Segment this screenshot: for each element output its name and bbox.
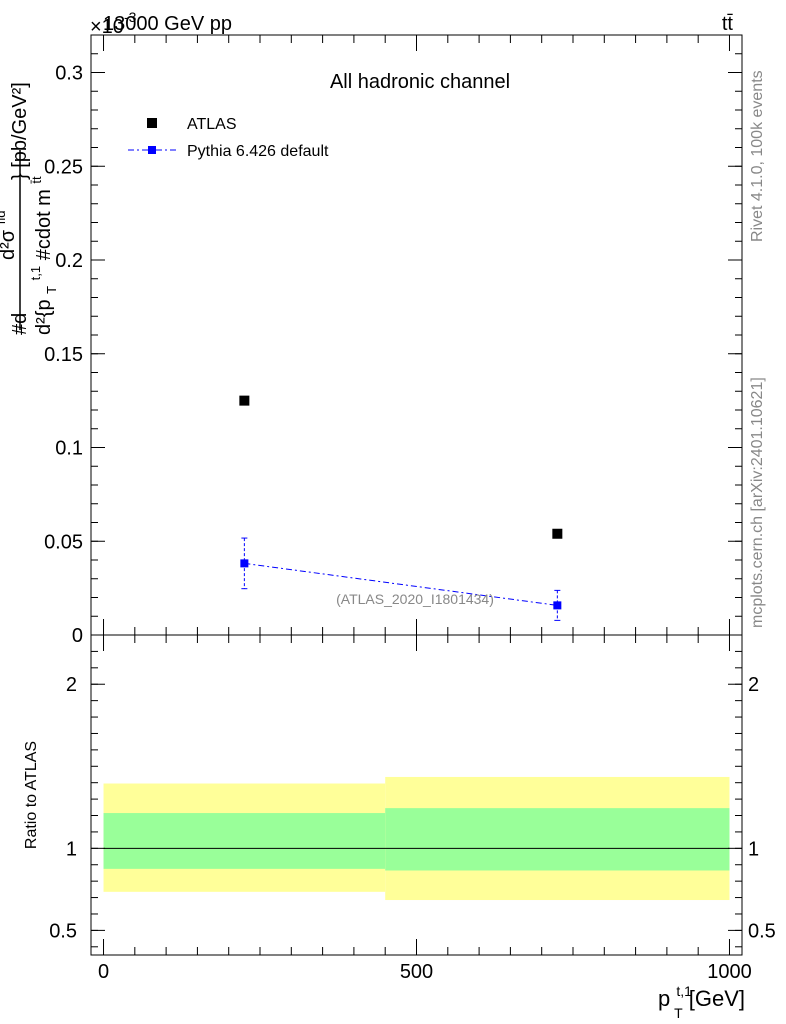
main-ytick-label: 0.1	[55, 438, 83, 460]
main-y-ticks: 0 0.05 0.1 0.15 0.2 0.25 0.3	[44, 53, 742, 647]
ylabel-den-tail: #cdot m	[33, 189, 55, 260]
ylabel-units: } [pb/GeV²]	[9, 82, 31, 180]
main-ytick-label: 0.3	[55, 63, 83, 85]
ratio-xtick-label: 500	[400, 961, 433, 983]
main-y-axis-fraction: d²σ fid	[0, 150, 21, 330]
ratio-xtick-label: 1000	[707, 961, 752, 983]
legend-atlas-label: ATLAS	[187, 116, 237, 133]
ylabel-den-sup: t,1	[28, 266, 43, 280]
main-ytick-label: 0.2	[55, 250, 83, 272]
ratio-ytick-label: 2	[66, 674, 77, 696]
xlabel-sub: T	[674, 1005, 683, 1021]
ratio-band-inner	[385, 808, 730, 871]
atlas-point	[552, 528, 563, 539]
ylabel-den: d²{p	[33, 299, 55, 335]
pythia-point	[240, 559, 249, 568]
ylabel-num: d²σ	[0, 229, 19, 260]
header-exponent: ×10	[90, 16, 124, 38]
legend-atlas-marker	[147, 118, 157, 128]
rivet-version-label: Rivet 4.1.0, 100k events	[749, 70, 766, 242]
ratio-ytick-label-right: 1	[748, 838, 759, 860]
main-ytick-label: 0.15	[44, 344, 83, 366]
xlabel-main: p	[658, 986, 670, 1011]
ratio-xtick-label: 0	[98, 961, 109, 983]
header-exponent-power: -3	[124, 9, 137, 25]
atlas-series	[239, 395, 563, 539]
legend: ATLAS Pythia 6.426 default	[128, 116, 329, 160]
pythia-point	[553, 601, 562, 610]
mcplots-label: mcplots.cern.ch [arXiv:2401.10621]	[749, 377, 766, 628]
ratio-ytick-label: 1	[66, 838, 77, 860]
xlabel-sup: t,1	[676, 983, 692, 999]
ylabel-den-tail-sup: t̄t	[29, 176, 44, 184]
ylabel-num-sup: fid	[0, 211, 8, 225]
pythia-line	[244, 562, 558, 606]
analysis-watermark: (ATLAS_2020_I1801434)	[336, 591, 494, 607]
ratio-ytick-label-right: 2	[748, 674, 759, 696]
ratio-ytick-label-right: 0.5	[748, 920, 776, 942]
legend-pythia-marker	[148, 146, 156, 154]
pythia-series	[240, 537, 562, 621]
x-axis-label: p t,1 T [GeV]	[658, 976, 745, 1023]
main-x-ticks	[103, 35, 730, 635]
svg-text:d²{p T t,1 #: d²{p T t,1 #cdot m t̄t	[23, 176, 61, 335]
legend-pythia-label: Pythia 6.426 default	[187, 143, 329, 160]
ratio-ytick-label: 0.5	[49, 920, 77, 942]
svg-text:d²σ fid: d²σ fid	[0, 211, 19, 260]
ratio-bands	[103, 776, 730, 901]
ylabel-den-sub: T	[44, 286, 59, 294]
ratio-band-inner	[103, 813, 386, 869]
chart-title: All hadronic channel	[330, 71, 510, 93]
header-energy: 13000 GeV pp	[103, 13, 232, 35]
header-process: tt̄	[722, 13, 734, 35]
atlas-point	[239, 395, 250, 406]
main-y-axis-denominator: d²{p T t,1 #cdot m t̄t	[23, 176, 61, 335]
main-ytick-label: 0	[72, 625, 83, 647]
ratio-y-axis-label: Ratio to ATLAS	[23, 741, 40, 849]
xlabel-units: [GeV]	[689, 986, 745, 1011]
ratio-x-ticks: 0 500 1000	[98, 635, 752, 983]
main-y-axis-units: } [pb/GeV²]	[9, 82, 31, 180]
main-ytick-label: 0.25	[44, 156, 83, 178]
main-ytick-label: 0.05	[44, 531, 83, 553]
ratio-y-ticks: 0.5 0.5 1 1 2 2	[49, 650, 776, 948]
